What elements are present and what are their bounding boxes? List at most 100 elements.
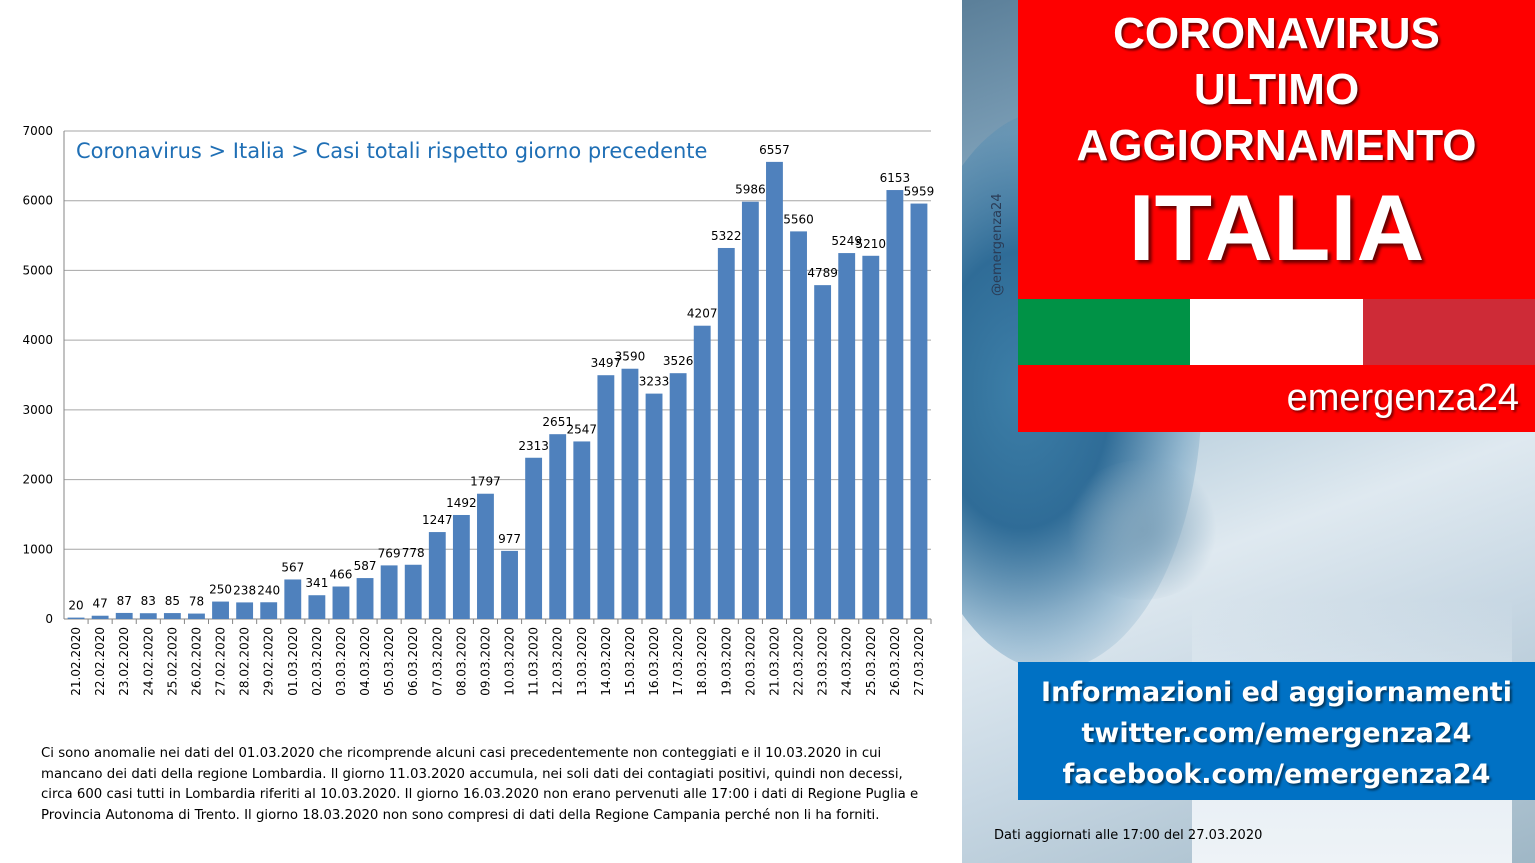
x-tick-label: 22.02.2020 — [93, 627, 107, 696]
data-label: 238 — [233, 583, 256, 597]
last-updated: Dati aggiornati alle 17:00 del 27.03.202… — [994, 828, 1263, 843]
bar — [501, 550, 518, 619]
x-tick-label: 19.03.2020 — [719, 627, 733, 696]
bar — [790, 231, 807, 620]
data-label: 6153 — [880, 171, 911, 185]
data-label: 4207 — [687, 307, 718, 321]
x-tick-label: 12.03.2020 — [551, 627, 565, 696]
bar — [404, 564, 422, 619]
x-tick-label: 23.03.2020 — [816, 627, 830, 696]
data-label: 587 — [354, 559, 377, 573]
data-label: 78 — [189, 595, 204, 609]
x-tick-label: 24.02.2020 — [141, 627, 155, 696]
x-tick-label: 04.03.2020 — [358, 627, 372, 696]
bar — [332, 586, 350, 619]
bar — [549, 434, 567, 619]
x-tick-label: 09.03.2020 — [478, 627, 492, 696]
bar — [766, 161, 783, 619]
twitter-link[interactable]: twitter.com/emergenza24 — [1081, 718, 1472, 749]
bar — [838, 253, 856, 620]
y-tick-label: 1000 — [22, 542, 53, 556]
bar — [573, 441, 591, 619]
x-tick-label: 03.03.2020 — [334, 627, 348, 696]
data-label: 83 — [141, 594, 156, 608]
bar — [452, 514, 470, 619]
y-tick-label: 5000 — [22, 263, 53, 277]
brand-box: emergenza24 — [1018, 365, 1535, 432]
bar — [886, 190, 904, 619]
data-label: 1797 — [470, 475, 501, 489]
data-label: 341 — [305, 576, 328, 590]
info-box: Informazioni ed aggiornamenti twitter.co… — [1018, 662, 1535, 800]
x-tick-label: 22.03.2020 — [792, 627, 806, 696]
data-label: 466 — [330, 568, 353, 582]
headline-line-2: ULTIMO — [1193, 65, 1360, 114]
y-tick-label: 6000 — [22, 194, 53, 208]
x-tick-label: 14.03.2020 — [599, 627, 613, 696]
x-tick-label: 21.02.2020 — [69, 627, 83, 696]
bar — [645, 393, 663, 619]
y-tick-label: 0 — [45, 612, 53, 626]
data-anomaly-note: Ci sono anomalie nei dati del 01.03.2020… — [41, 746, 919, 823]
bar — [910, 203, 928, 619]
bar — [91, 615, 109, 619]
x-tick-label: 25.03.2020 — [864, 627, 878, 696]
x-tick-label: 27.03.2020 — [912, 627, 926, 696]
bar — [525, 457, 543, 619]
bar — [188, 613, 205, 619]
y-tick-label: 2000 — [22, 473, 53, 487]
data-label: 3526 — [663, 354, 694, 368]
bar — [115, 612, 133, 619]
data-label: 4789 — [807, 266, 838, 280]
x-tick-label: 11.03.2020 — [527, 627, 541, 696]
bar — [67, 617, 85, 619]
flag-white-stripe — [1190, 299, 1363, 365]
data-label: 769 — [378, 546, 401, 560]
headline-country: ITALIA — [1128, 175, 1425, 280]
data-label: 85 — [165, 594, 180, 608]
info-line-1: Informazioni ed aggiornamenti — [1041, 677, 1512, 708]
brand-name: emergenza24 — [1286, 377, 1519, 419]
bar — [139, 613, 157, 619]
data-label: 778 — [402, 546, 425, 560]
x-tick-label: 28.02.2020 — [238, 627, 252, 696]
bar — [212, 601, 229, 619]
x-tick-label: 23.02.2020 — [117, 627, 131, 696]
x-tick-label: 15.03.2020 — [623, 627, 637, 696]
bar-chart: 0 1000 2000 3000 4000 5000 6000 7000 20 21.02.202… — [22, 124, 935, 696]
data-label: 3233 — [639, 375, 670, 389]
x-tick-label: 10.03.2020 — [503, 627, 517, 696]
bar — [717, 247, 735, 619]
bar — [597, 375, 615, 619]
facebook-link[interactable]: facebook.com/emergenza24 — [1062, 759, 1491, 790]
data-label: 87 — [117, 594, 132, 608]
x-tick-label: 06.03.2020 — [406, 627, 420, 696]
bar — [260, 602, 278, 619]
bar — [284, 579, 302, 619]
bar — [356, 578, 374, 619]
x-tick-label: 29.02.2020 — [262, 627, 276, 696]
x-tick-label: 01.03.2020 — [286, 627, 300, 696]
data-label: 1492 — [446, 496, 477, 510]
y-tick-label: 3000 — [22, 403, 53, 417]
x-tick-label: 13.03.2020 — [575, 627, 589, 696]
bar — [862, 255, 880, 619]
flag-green-stripe — [1018, 299, 1191, 365]
bar — [669, 373, 687, 619]
data-label: 1247 — [422, 513, 453, 527]
x-tick-label: 05.03.2020 — [382, 627, 396, 696]
x-tick-label: 21.03.2020 — [767, 627, 781, 696]
bar — [308, 595, 326, 619]
x-tick-label: 26.02.2020 — [189, 627, 203, 696]
data-label: 2313 — [518, 439, 549, 453]
headline-box: CORONAVIRUS ULTIMO AGGIORNAMENTO ITALIA — [1018, 0, 1535, 299]
data-label: 5959 — [904, 185, 935, 199]
x-tick-label: 17.03.2020 — [671, 627, 685, 696]
data-label: 250 — [209, 583, 232, 597]
headline-line-3: AGGIORNAMENTO — [1076, 121, 1477, 170]
x-tick-label: 27.02.2020 — [214, 627, 228, 696]
data-label: 2651 — [542, 415, 573, 429]
bar — [621, 368, 639, 619]
data-label: 567 — [281, 560, 304, 574]
data-label: 3497 — [591, 356, 622, 370]
